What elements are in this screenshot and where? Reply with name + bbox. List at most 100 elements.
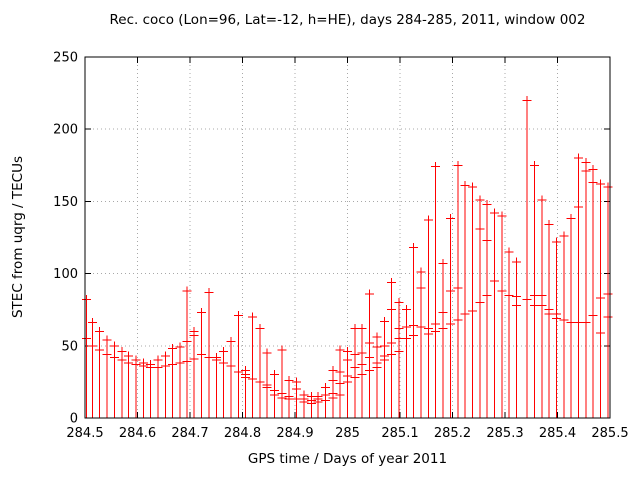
plus-marker — [522, 295, 532, 305]
plus-marker — [292, 384, 302, 394]
plus-marker — [277, 393, 287, 403]
plus-marker — [343, 355, 352, 365]
plus-marker — [255, 377, 265, 387]
plus-marker — [197, 308, 207, 318]
plus-marker — [438, 258, 448, 268]
plus-marker — [117, 347, 127, 357]
y-tick-label: 150 — [53, 195, 78, 210]
plus-marker — [211, 355, 221, 365]
plus-marker — [490, 276, 499, 286]
plus-marker — [131, 360, 141, 370]
plus-marker — [416, 322, 426, 332]
plus-marker — [357, 360, 367, 370]
plus-marker — [262, 348, 272, 358]
plus-marker — [175, 342, 185, 352]
plus-marker — [537, 290, 547, 300]
plus-marker — [197, 349, 207, 359]
x-tick-label: 285 — [335, 426, 360, 441]
plus-marker — [467, 306, 477, 316]
plus-marker — [581, 318, 591, 328]
plus-marker — [117, 355, 127, 365]
plus-marker — [379, 316, 389, 326]
plus-marker — [588, 178, 598, 188]
plus-marker — [109, 352, 119, 362]
plus-marker — [350, 362, 360, 372]
plus-marker — [453, 160, 463, 170]
plus-marker — [423, 215, 433, 225]
plus-marker — [401, 305, 411, 315]
plus-marker — [233, 310, 243, 320]
plus-marker — [270, 390, 280, 400]
plus-marker — [124, 358, 134, 368]
y-tick-label: 0 — [70, 412, 78, 427]
plus-marker — [566, 214, 576, 224]
stec-series — [82, 95, 613, 418]
plus-marker — [320, 396, 330, 406]
plus-marker — [306, 399, 316, 409]
plus-marker — [95, 326, 105, 336]
plus-marker — [482, 199, 492, 209]
plus-marker — [204, 287, 214, 297]
plus-marker — [387, 277, 397, 287]
plus-marker — [109, 341, 119, 351]
plus-marker — [168, 344, 178, 354]
plus-marker — [445, 319, 455, 329]
x-tick-label: 284.7 — [171, 426, 208, 441]
y-tick-label: 250 — [53, 51, 78, 66]
plus-marker — [277, 345, 287, 355]
plus-marker — [596, 328, 606, 338]
plus-marker — [365, 365, 375, 375]
plus-marker — [596, 179, 606, 189]
plus-marker — [153, 362, 163, 372]
plus-marker — [219, 358, 229, 368]
plus-marker — [409, 321, 419, 331]
plus-marker — [431, 326, 441, 336]
plus-marker — [189, 354, 199, 364]
plus-marker — [160, 361, 170, 371]
plus-marker — [87, 318, 97, 328]
plus-marker — [350, 373, 360, 383]
x-tick-label: 284.9 — [276, 426, 313, 441]
plus-marker — [372, 342, 382, 352]
plus-marker — [182, 336, 192, 346]
plus-marker — [357, 370, 367, 380]
plus-marker — [581, 157, 591, 167]
x-tick-label: 285.2 — [434, 426, 471, 441]
plus-marker — [365, 352, 375, 362]
plus-marker — [394, 323, 404, 333]
plus-marker — [335, 367, 345, 377]
plus-marker — [343, 347, 352, 357]
plus-marker — [551, 237, 561, 247]
tick-labels: 284.5 284.6 284.7 284.8 284.9 285 285.1 285.2 28… — [53, 51, 628, 442]
plus-marker — [588, 310, 598, 320]
plus-marker — [512, 257, 522, 267]
plus-marker — [335, 390, 345, 400]
plus-marker — [335, 378, 345, 388]
plus-marker — [559, 315, 569, 325]
x-tick-label: 284.5 — [66, 426, 103, 441]
plus-marker — [270, 370, 280, 380]
x-axis-label: GPS time / Days of year 2011 — [247, 451, 448, 467]
plus-marker — [603, 182, 613, 192]
x-tick-label: 285.4 — [539, 426, 576, 441]
plus-marker — [522, 95, 532, 105]
plus-marker — [168, 360, 178, 370]
plus-marker — [603, 289, 613, 299]
x-tick-label: 285.5 — [591, 426, 628, 441]
x-tick-label: 285.3 — [486, 426, 523, 441]
plus-marker — [445, 286, 455, 296]
x-tick-label: 285.1 — [381, 426, 418, 441]
plus-marker — [504, 247, 514, 257]
plus-marker — [438, 308, 448, 318]
plus-marker — [574, 202, 583, 212]
plus-marker — [596, 293, 606, 303]
plus-marker — [512, 300, 522, 310]
plus-marker — [445, 214, 455, 224]
plus-marker — [241, 373, 251, 383]
plus-marker — [497, 211, 507, 221]
plus-marker — [482, 290, 492, 300]
plus-marker — [175, 358, 185, 368]
plus-marker — [387, 305, 397, 315]
plus-marker — [233, 367, 243, 377]
plus-marker — [379, 355, 389, 365]
